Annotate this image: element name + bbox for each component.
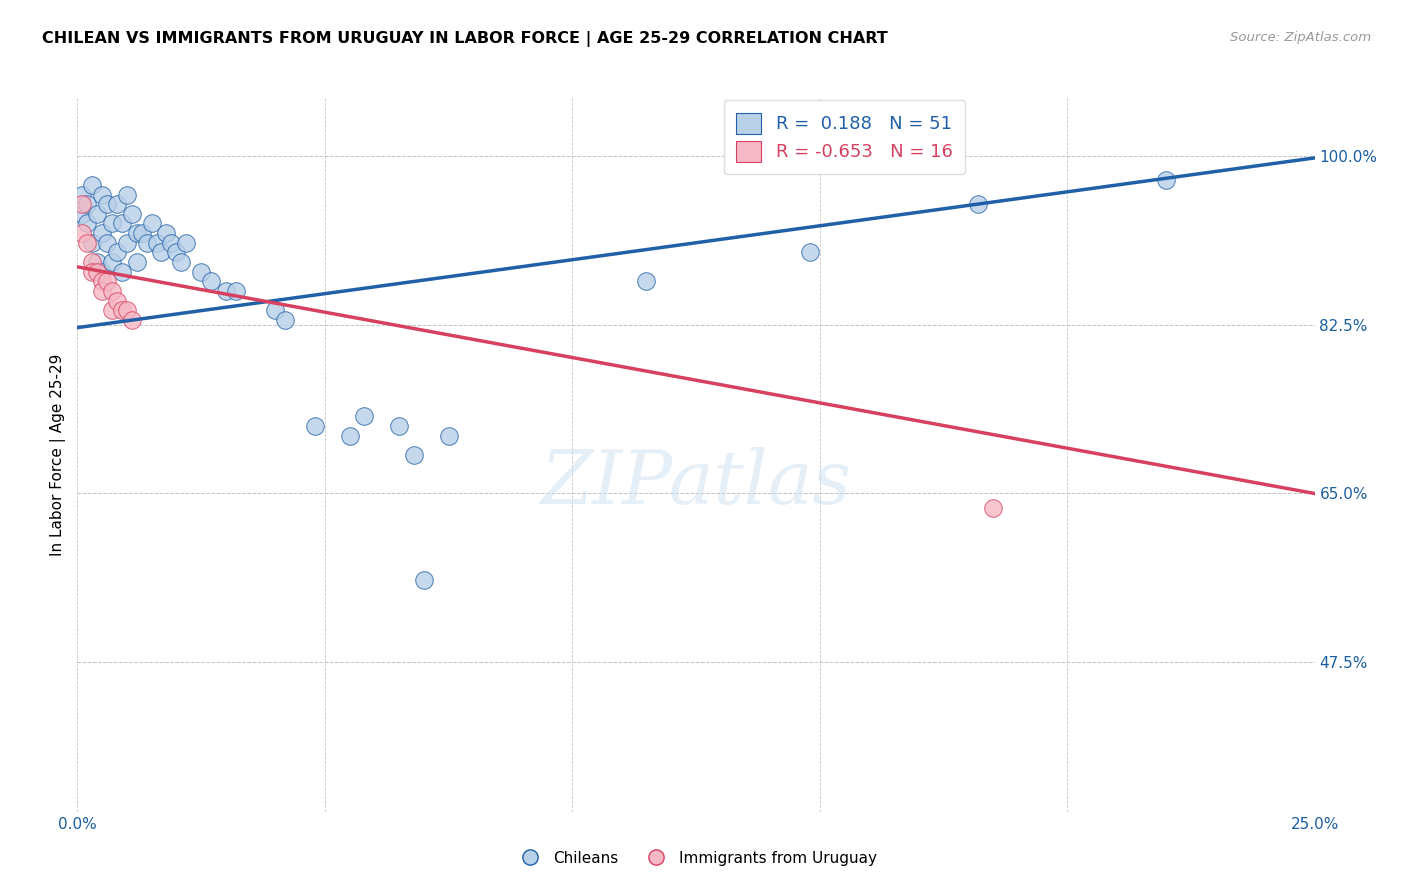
Point — [101, 284, 124, 298]
Point — [72, 207, 94, 221]
Point — [165, 245, 187, 260]
Point — [636, 274, 658, 288]
Point — [339, 428, 361, 442]
Point — [388, 419, 411, 434]
Point — [155, 226, 177, 240]
Point — [72, 197, 94, 211]
Point — [96, 197, 118, 211]
Point — [86, 255, 108, 269]
Point — [105, 197, 128, 211]
Point — [145, 235, 167, 250]
Point — [91, 226, 114, 240]
Point — [86, 207, 108, 221]
Point — [141, 217, 163, 231]
Point — [96, 235, 118, 250]
Point — [91, 284, 114, 298]
Point — [82, 235, 104, 250]
Text: Source: ZipAtlas.com: Source: ZipAtlas.com — [1230, 31, 1371, 45]
Point — [125, 226, 148, 240]
Point — [131, 226, 153, 240]
Point — [412, 574, 434, 588]
Point — [91, 187, 114, 202]
Text: CHILEAN VS IMMIGRANTS FROM URUGUAY IN LABOR FORCE | AGE 25-29 CORRELATION CHART: CHILEAN VS IMMIGRANTS FROM URUGUAY IN LA… — [42, 31, 889, 47]
Point — [86, 265, 108, 279]
Point — [1154, 173, 1177, 187]
Point — [437, 428, 460, 442]
Point — [215, 284, 238, 298]
Point — [101, 303, 124, 318]
Point — [121, 313, 143, 327]
Point — [105, 245, 128, 260]
Point — [190, 265, 212, 279]
Point — [96, 274, 118, 288]
Point — [101, 255, 124, 269]
Point — [264, 303, 287, 318]
Point — [76, 217, 98, 231]
Point — [91, 265, 114, 279]
Point — [72, 226, 94, 240]
Point — [76, 235, 98, 250]
Y-axis label: In Labor Force | Age 25-29: In Labor Force | Age 25-29 — [51, 354, 66, 556]
Point — [967, 197, 990, 211]
Point — [981, 500, 1004, 515]
Point — [402, 448, 425, 462]
Point — [82, 255, 104, 269]
Point — [160, 235, 183, 250]
Point — [105, 293, 128, 308]
Point — [111, 265, 134, 279]
Point — [82, 265, 104, 279]
Point — [82, 178, 104, 192]
Point — [115, 235, 138, 250]
Point — [353, 409, 375, 424]
Point — [304, 419, 326, 434]
Point — [135, 235, 157, 250]
Point — [72, 187, 94, 202]
Point — [111, 303, 134, 318]
Point — [101, 217, 124, 231]
Point — [799, 245, 821, 260]
Point — [150, 245, 173, 260]
Legend: Chileans, Immigrants from Uruguay: Chileans, Immigrants from Uruguay — [509, 845, 883, 871]
Point — [91, 274, 114, 288]
Point — [170, 255, 193, 269]
Point — [125, 255, 148, 269]
Point — [115, 187, 138, 202]
Point — [274, 313, 297, 327]
Point — [174, 235, 197, 250]
Point — [225, 284, 247, 298]
Point — [115, 303, 138, 318]
Point — [121, 207, 143, 221]
Text: ZIPatlas: ZIPatlas — [540, 447, 852, 520]
Point — [200, 274, 222, 288]
Point — [111, 217, 134, 231]
Point — [76, 197, 98, 211]
